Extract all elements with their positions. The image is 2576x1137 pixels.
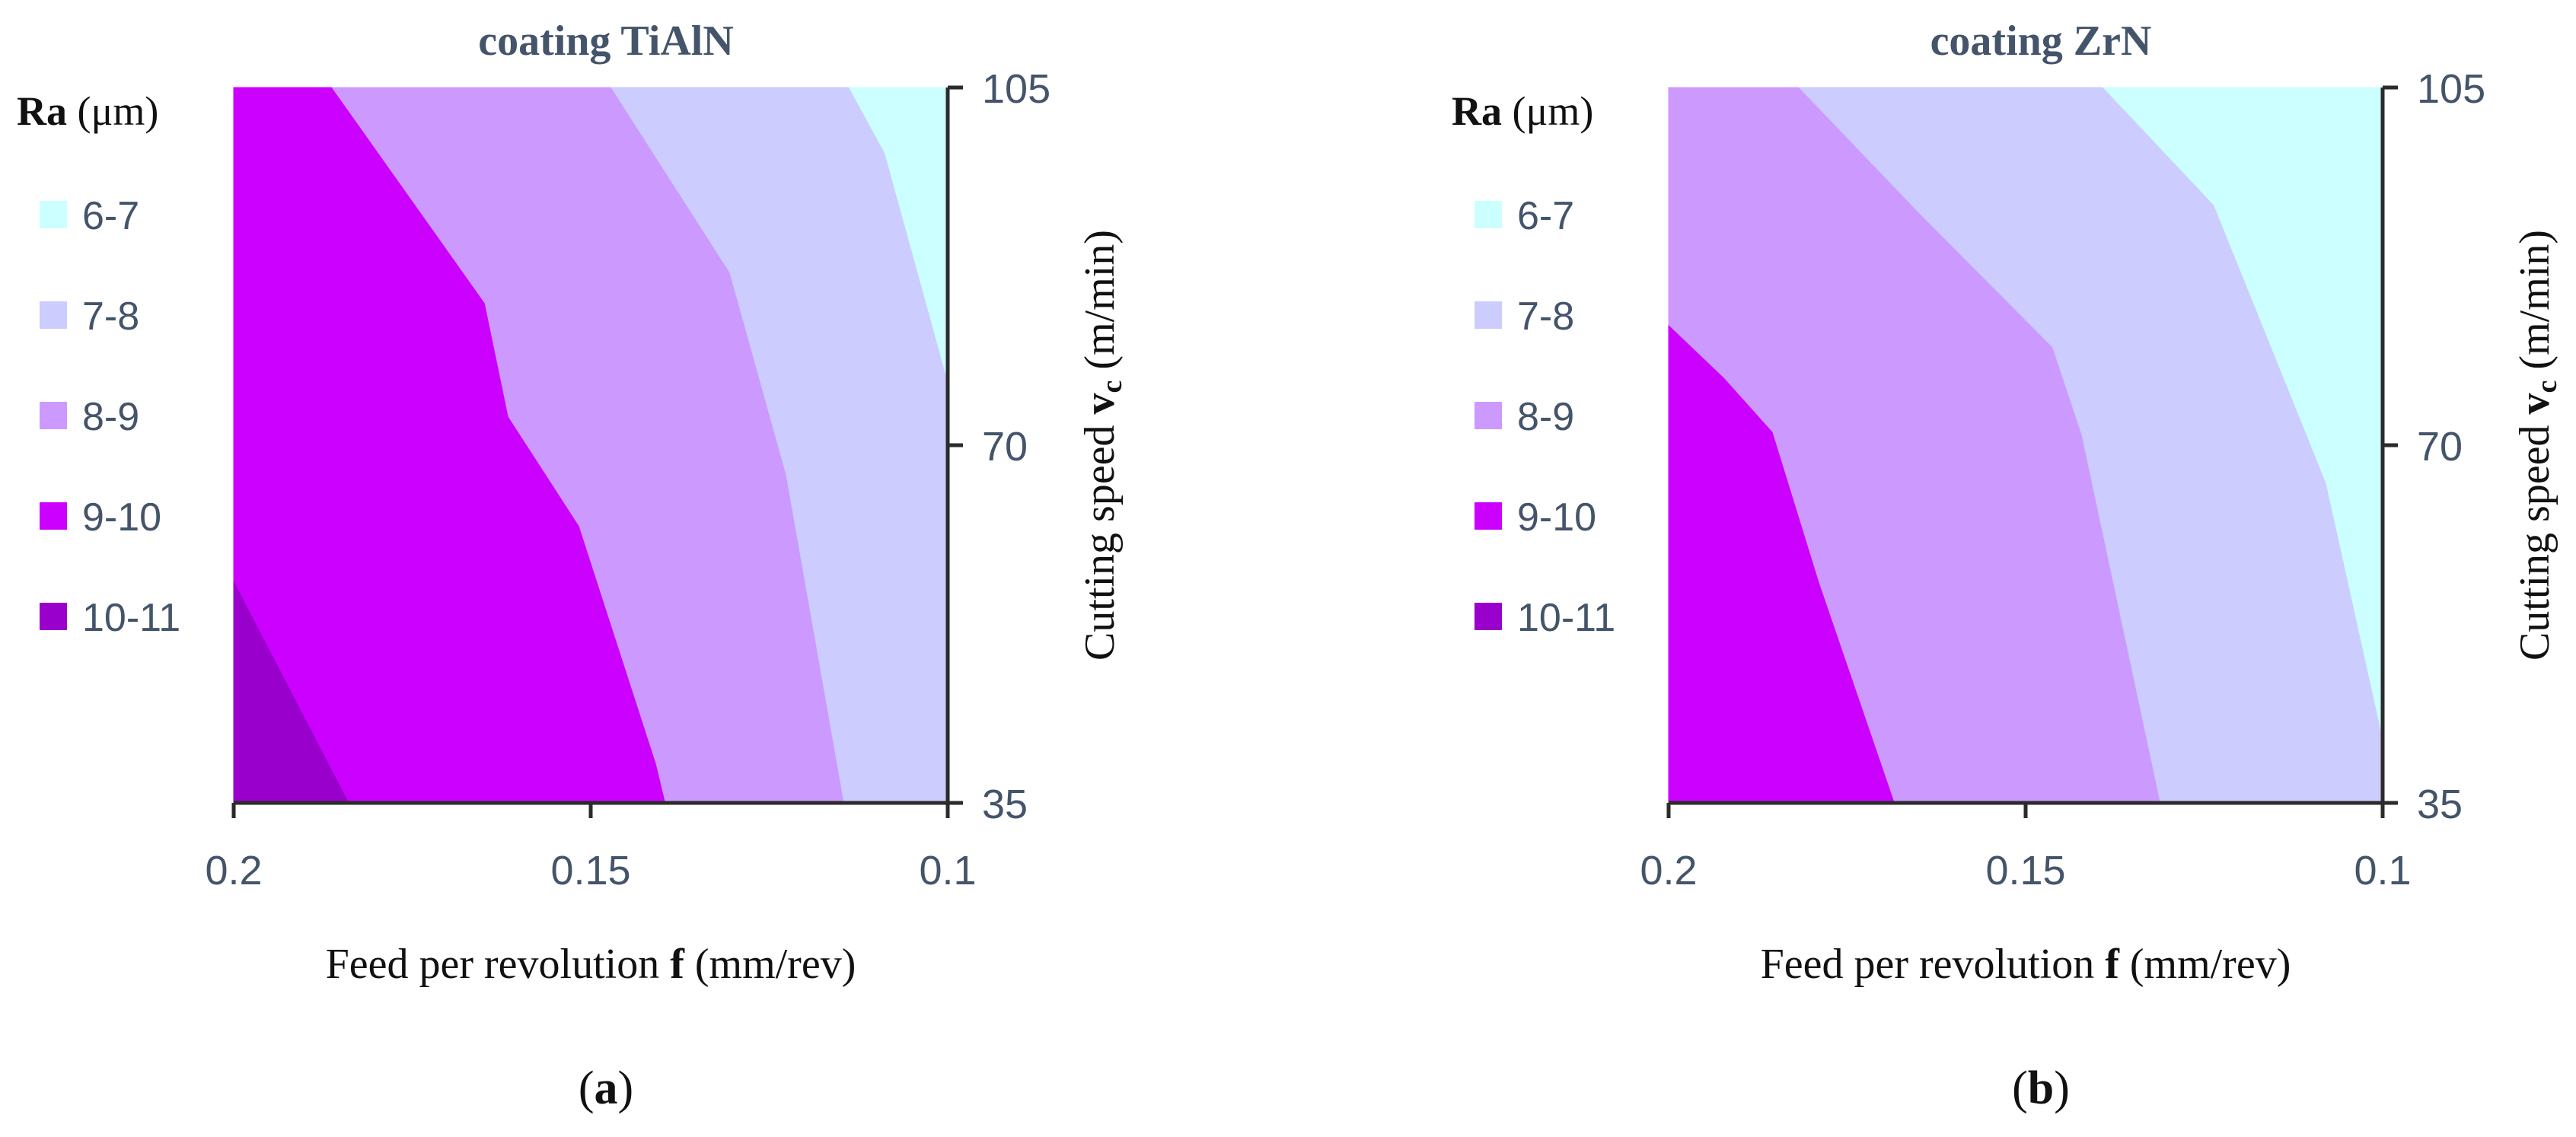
legend-label: 8-9 <box>1517 395 1574 439</box>
legend-swatch-10-11 <box>40 603 67 630</box>
legend-label: 10-11 <box>1517 596 1615 640</box>
legend-label: 7-8 <box>82 295 139 339</box>
panel-label-close: ) <box>2054 1062 2070 1114</box>
y-axis-label-text: Cutting speed <box>1076 414 1124 661</box>
x-axis-label-text: Feed per revolution <box>326 941 671 988</box>
legend-title-unit: (μm) <box>67 88 158 134</box>
x-axis-label: Feed per revolution f (mm/rev) <box>1761 941 2291 988</box>
y-axis-label-unit: (m/min) <box>2511 230 2558 381</box>
legend-title: Ra (μm) <box>17 88 158 134</box>
legend-swatch-8-9 <box>40 402 67 429</box>
y-axis-label-symbol: v <box>2511 393 2558 414</box>
y-axis-label: Cutting speed vc (m/min) <box>1076 230 1128 661</box>
legend: Ra (μm) 6-7 7-8 8-9 9-10 10-11 <box>17 88 180 640</box>
panel-label-open: ( <box>579 1062 595 1114</box>
legend-title-symbol: Ra <box>17 88 67 134</box>
chart-title: coating TiAlN <box>478 18 734 65</box>
y-tick-label: 70 <box>982 424 1028 470</box>
legend: Ra (μm) 6-7 7-8 8-9 9-10 10-11 <box>1452 88 1615 640</box>
legend-swatch-6-7 <box>1475 201 1502 228</box>
x-axis-label: Feed per revolution f (mm/rev) <box>326 941 856 988</box>
panel-label: (b) <box>2012 1062 2070 1114</box>
x-axis-label-unit: (mm/rev) <box>684 941 856 988</box>
legend-label: 8-9 <box>82 395 139 439</box>
x-tick-label: 0.1 <box>919 848 976 893</box>
legend-label: 9-10 <box>82 495 161 540</box>
y-tick-label: 105 <box>982 66 1050 112</box>
legend-swatch-6-7 <box>40 201 67 228</box>
y-axis-label-subscript: c <box>1096 381 1128 393</box>
legend-swatch-7-8 <box>1475 301 1502 329</box>
panel-label-letter: b <box>2028 1062 2054 1114</box>
y-axis-label: Cutting speed vc (m/min) <box>2511 230 2563 661</box>
legend-title-unit: (μm) <box>1502 88 1593 134</box>
chart-panel-a: 0.2 0.15 0.135 70 105 coating TiAlN Feed per r… <box>17 18 1128 1114</box>
y-axis-label-text: Cutting speed <box>2511 414 2558 661</box>
x-tick-label: 0.15 <box>1985 848 2065 893</box>
panel-label-close: ) <box>618 1062 634 1114</box>
panel-label-letter: a <box>595 1062 618 1114</box>
legend-swatch-9-10 <box>1475 502 1502 530</box>
legend-swatch-7-8 <box>40 301 67 329</box>
x-axis-label-symbol: f <box>670 941 685 988</box>
legend-label: 10-11 <box>82 596 180 640</box>
y-axis-label-subscript: c <box>2531 381 2563 393</box>
legend-swatch-9-10 <box>40 502 67 530</box>
chart-panel-b: 0.2 0.15 0.135 70 105 coating ZrN Feed per rev… <box>1452 18 2563 1114</box>
legend-label: 7-8 <box>1517 295 1574 339</box>
x-axis-label-symbol: f <box>2105 941 2120 988</box>
legend-label: 6-7 <box>82 194 139 238</box>
legend-label: 6-7 <box>1517 194 1574 238</box>
y-tick-label: 70 <box>2417 424 2463 470</box>
legend-swatch-8-9 <box>1475 402 1502 429</box>
panel-label-open: ( <box>2012 1062 2028 1114</box>
legend-title-symbol: Ra <box>1452 88 1502 134</box>
x-tick-label: 0.2 <box>205 848 262 893</box>
legend-swatch-10-11 <box>1475 603 1502 630</box>
legend-label: 9-10 <box>1517 495 1596 540</box>
x-tick-label: 0.2 <box>1640 848 1697 893</box>
y-tick-label: 35 <box>982 782 1028 827</box>
x-tick-label: 0.1 <box>2354 848 2411 893</box>
x-axis-label-unit: (mm/rev) <box>2119 941 2291 988</box>
x-tick-label: 0.15 <box>550 848 630 893</box>
x-axis-label-text: Feed per revolution <box>1761 941 2106 988</box>
legend-title: Ra (μm) <box>1452 88 1593 134</box>
y-axis-label-unit: (m/min) <box>1076 230 1124 381</box>
y-axis-label-symbol: v <box>1076 393 1124 414</box>
y-tick-label: 35 <box>2417 782 2463 827</box>
y-tick-label: 105 <box>2417 66 2485 112</box>
contour-region-6-7 <box>2103 87 2383 738</box>
panel-label: (a) <box>579 1062 633 1114</box>
chart-title: coating ZrN <box>1930 18 2152 65</box>
